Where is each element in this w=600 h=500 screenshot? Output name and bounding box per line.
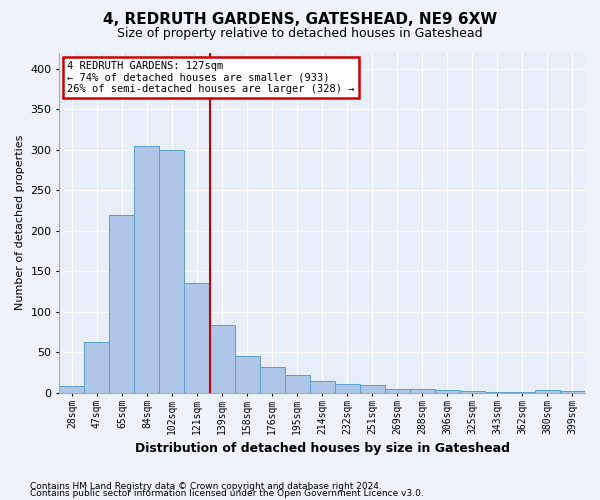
Bar (385, 389, 410, 393)
Bar (109, 214, 134, 393)
Bar (134, 146, 160, 393)
Bar (160, 150, 184, 393)
Text: 4, REDRUTH GARDENS, GATESHEAD, NE9 6XW: 4, REDRUTH GARDENS, GATESHEAD, NE9 6XW (103, 12, 497, 28)
Bar (310, 380, 335, 393)
Text: Contains public sector information licensed under the Open Government Licence v3: Contains public sector information licen… (30, 490, 424, 498)
Text: Contains HM Land Registry data © Crown copyright and database right 2024.: Contains HM Land Registry data © Crown c… (30, 482, 382, 491)
Y-axis label: Number of detached properties: Number of detached properties (15, 135, 25, 310)
Bar (535, 390, 560, 393)
Bar (85, 342, 109, 393)
Bar (435, 390, 460, 393)
Bar (209, 325, 235, 393)
X-axis label: Distribution of detached houses by size in Gateshead: Distribution of detached houses by size … (134, 442, 509, 455)
Bar (335, 384, 360, 393)
Bar (235, 356, 260, 393)
Bar (260, 367, 284, 393)
Bar (59, 386, 85, 393)
Text: 4 REDRUTH GARDENS: 127sqm
← 74% of detached houses are smaller (933)
26% of semi: 4 REDRUTH GARDENS: 127sqm ← 74% of detac… (67, 61, 355, 94)
Bar (485, 392, 510, 393)
Text: Size of property relative to detached houses in Gateshead: Size of property relative to detached ho… (117, 28, 483, 40)
Bar (510, 392, 535, 393)
Bar (184, 284, 209, 393)
Bar (410, 389, 435, 393)
Bar (284, 375, 310, 393)
Bar (460, 391, 485, 393)
Bar (360, 385, 385, 393)
Bar (560, 391, 585, 393)
